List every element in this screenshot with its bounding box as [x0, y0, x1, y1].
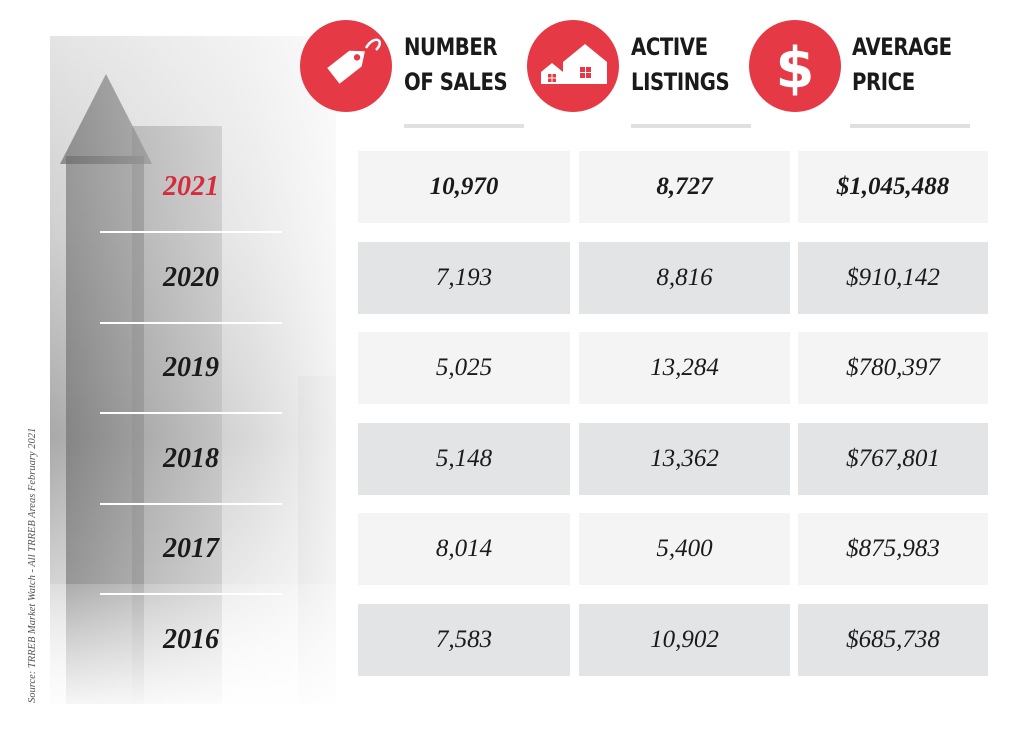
year-label: 2018 — [163, 443, 219, 474]
year-divider — [100, 503, 282, 505]
table-cell-sales: 7,193 — [358, 242, 570, 314]
dollar-sign-icon: $ — [749, 20, 841, 112]
table-cell-listings: 13,362 — [579, 423, 790, 495]
table-cell-sales: 5,148 — [358, 423, 570, 495]
table-cell-sales: 10,970 — [358, 151, 570, 223]
table-cell-listings: 8,727 — [579, 151, 790, 223]
year-divider — [100, 593, 282, 595]
price-tag-icon — [300, 20, 392, 112]
header-underline — [404, 124, 524, 128]
table-cell-price: $875,983 — [798, 513, 988, 585]
year-divider — [100, 231, 282, 233]
table-cell-sales: 5,025 — [358, 332, 570, 404]
table-cell-listings: 10,902 — [579, 604, 790, 676]
city-background-image — [50, 36, 336, 704]
year-label: 2017 — [163, 533, 219, 564]
svg-text:$: $ — [776, 36, 815, 101]
table-cell-listings: 13,284 — [579, 332, 790, 404]
table-cell-listings: 8,816 — [579, 242, 790, 314]
header-number-of-sales: NUMBER OF SALES — [404, 33, 508, 96]
year-divider — [100, 322, 282, 324]
header-underline — [850, 124, 970, 128]
year-label: 2019 — [163, 352, 219, 383]
table-cell-price: $685,738 — [798, 604, 988, 676]
table-cell-sales: 7,583 — [358, 604, 570, 676]
header-active-listings: ACTIVE LISTINGS — [631, 33, 730, 96]
table-cell-listings: 5,400 — [579, 513, 790, 585]
header-underline — [631, 124, 751, 128]
year-label: 2021 — [163, 171, 219, 202]
table-cell-sales: 8,014 — [358, 513, 570, 585]
table-cell-price: $767,801 — [798, 423, 988, 495]
houses-icon — [527, 20, 619, 112]
table-cell-price: $780,397 — [798, 332, 988, 404]
source-note: Source: TRREB Market Watch - All TRREB A… — [27, 427, 38, 703]
year-divider — [100, 412, 282, 414]
table-cell-price: $910,142 — [798, 242, 988, 314]
image-fade-overlay — [50, 36, 336, 704]
header-average-price: AVERAGE PRICE — [852, 33, 952, 96]
table-cell-price: $1,045,488 — [798, 151, 988, 223]
year-label: 2016 — [163, 624, 219, 655]
year-label: 2020 — [163, 262, 219, 293]
